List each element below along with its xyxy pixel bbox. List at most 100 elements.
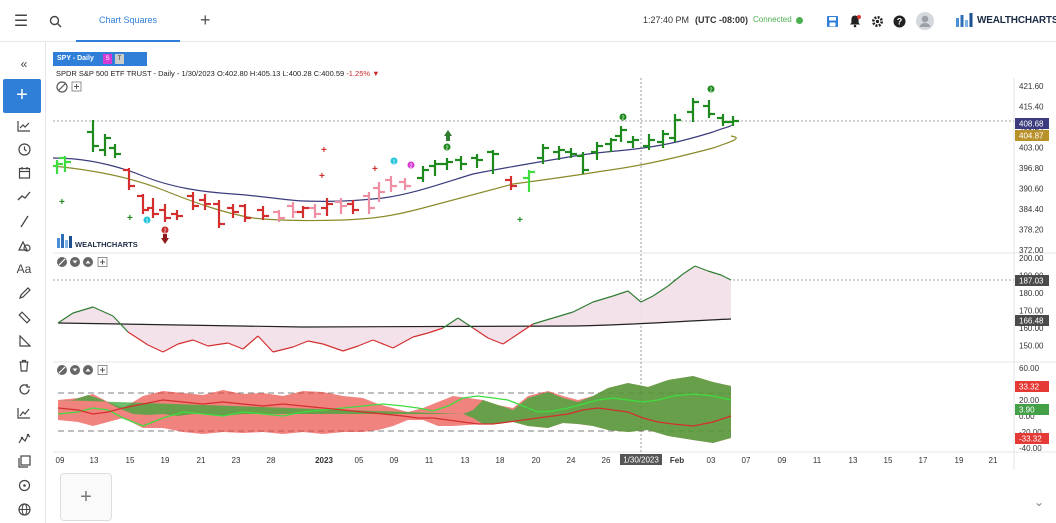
add-tab-button[interactable]: + xyxy=(200,10,211,30)
calendar-icon[interactable] xyxy=(14,163,34,181)
add-indicator-button[interactable]: + xyxy=(3,79,41,113)
chart-type-icon[interactable] xyxy=(14,117,34,135)
pane3-controls[interactable] xyxy=(57,365,108,375)
text-tool-icon[interactable]: Aa xyxy=(16,262,32,276)
refresh-icon[interactable] xyxy=(14,380,34,398)
indicator-icon[interactable] xyxy=(14,404,34,422)
oscillator-segment xyxy=(72,306,94,314)
oscillator-segment xyxy=(227,342,244,350)
date-tick-label: 19 xyxy=(955,456,964,465)
price-tick-label: 390.60 xyxy=(1019,185,1044,194)
oscillator-segment xyxy=(682,265,696,275)
svg-text:2: 2 xyxy=(445,146,448,152)
date-tick-label: Feb xyxy=(670,456,684,465)
band-tick-label: 0.00 xyxy=(1019,412,1035,421)
pane2-controls[interactable] xyxy=(57,257,108,267)
svg-text:+: + xyxy=(59,197,65,208)
band-axis[interactable]: 60.0040.0020.000.00-20.00-40.0033.323.90… xyxy=(1015,364,1049,453)
measure-icon[interactable] xyxy=(14,332,34,350)
date-crosshair-tag xyxy=(620,454,662,465)
globe-icon[interactable] xyxy=(14,500,34,518)
brand-logo-icon xyxy=(956,13,973,27)
date-tick-label: 09 xyxy=(778,456,787,465)
symbol-name: SPDR S&P 500 ETF TRUST xyxy=(56,69,152,78)
timezone-selector[interactable]: (UTC -08:00) xyxy=(695,15,749,25)
date-tick-label: 2023 xyxy=(315,456,333,465)
oscillator-label-value: 187.03 xyxy=(1019,277,1044,286)
help-icon[interactable]: ? xyxy=(890,12,908,30)
collapse-sidebar-icon[interactable]: « xyxy=(20,57,28,71)
ohlc-legend: SPDR S&P 500 ETF TRUST - Daily - 1/30/20… xyxy=(56,69,380,78)
date-tick-label: 17 xyxy=(919,456,928,465)
price-tick-label: 403.00 xyxy=(1019,144,1044,153)
price-label-value: 404.87 xyxy=(1019,132,1044,141)
oscillator-segment xyxy=(392,336,414,349)
band-red-fill xyxy=(58,376,731,443)
symbol-tag[interactable]: SPY - Daily xyxy=(53,52,147,66)
ruler-icon[interactable] xyxy=(14,308,34,326)
chevron-down-icon[interactable]: ⌄ xyxy=(1034,495,1045,509)
search-icon[interactable] xyxy=(46,12,64,30)
band-label-tag xyxy=(1015,433,1049,444)
date-tick-label: 18 xyxy=(496,456,505,465)
band-tick-label: -20.00 xyxy=(1019,428,1042,437)
drawing-toolbar: « + Aa xyxy=(0,42,46,523)
clock-icon[interactable] xyxy=(14,140,34,158)
menu-icon[interactable]: ☰ xyxy=(13,13,29,30)
band-label-value: 3.90 xyxy=(1019,406,1035,415)
connection-status: Connected xyxy=(753,15,792,24)
oscillator-segment xyxy=(177,339,194,345)
date-tick-label: 21 xyxy=(989,456,998,465)
price-chart-area[interactable]: WEALTHCHARTS + + + + + + 1 1 2 2 xyxy=(53,78,1056,470)
fast-moving-average-line xyxy=(53,124,732,202)
signal-markers: + + + + + + 1 1 2 2 2 2 2 xyxy=(59,85,715,244)
price-axis[interactable]: 421.60415.40409.24403.00396.80390.60384.… xyxy=(1015,82,1049,255)
user-avatar-icon[interactable] xyxy=(914,10,936,32)
band-label-tag xyxy=(1015,404,1049,415)
date-tick-label: 09 xyxy=(56,456,65,465)
oscillator-segment xyxy=(720,274,732,281)
oscillator-segment xyxy=(572,301,594,313)
oscillator-segment xyxy=(307,340,324,345)
symbol-badge-s[interactable]: S xyxy=(103,54,112,64)
oscillator-segment xyxy=(412,332,429,338)
tab-chart-squares[interactable]: Chart Squares xyxy=(76,0,180,42)
price-tick-label: 378.20 xyxy=(1019,226,1044,235)
symbol-badge-t[interactable]: T xyxy=(115,54,124,64)
pane1-controls[interactable] xyxy=(56,81,82,93)
settings-gear-icon[interactable] xyxy=(868,12,886,30)
line-tool-icon[interactable] xyxy=(14,212,34,230)
layout-icon[interactable] xyxy=(14,452,34,470)
pencil-icon[interactable] xyxy=(14,284,34,302)
change-value: -1.25% xyxy=(346,69,371,78)
date-crosshair-label: 1/30/2023 xyxy=(623,456,659,465)
crosshair-icon[interactable] xyxy=(14,476,34,494)
date-tick-label: 11 xyxy=(813,456,822,465)
oscillator-tick-label: 170.00 xyxy=(1019,307,1044,316)
price-tick-label: 372.00 xyxy=(1019,246,1044,255)
alert-bell-icon[interactable] xyxy=(846,12,864,30)
shapes-icon[interactable] xyxy=(14,236,34,254)
date-tick-label: 05 xyxy=(355,456,364,465)
open-value: O:402.80 xyxy=(216,69,248,78)
date-axis[interactable]: 09 13 15 19 21 23 28 2023 05 09 11 13 18 20 24 26 1/30/2… xyxy=(56,454,998,465)
oscillator-segment xyxy=(707,270,722,276)
svg-text:+: + xyxy=(372,164,378,175)
oscillator-segment xyxy=(342,345,359,352)
oscillator-segment xyxy=(502,333,519,345)
top-bar: ☰ Chart Squares + 1:27:40 PM (UTC -08:00… xyxy=(0,0,1056,42)
add-chart-button[interactable]: + xyxy=(60,473,112,521)
trash-icon[interactable] xyxy=(14,356,34,374)
oscillator-axis[interactable]: 200.00190.00180.00170.00160.00150.00187.… xyxy=(1015,254,1049,351)
oscillator-segment xyxy=(612,290,629,297)
save-icon[interactable] xyxy=(823,12,841,30)
trend-icon[interactable] xyxy=(14,187,34,205)
slow-moving-average-line xyxy=(53,135,737,222)
oscillator-segment xyxy=(627,290,642,303)
date-tick-label: 23 xyxy=(232,456,241,465)
pattern-icon[interactable] xyxy=(14,428,34,446)
date-tick-label: 19 xyxy=(161,456,170,465)
oscillator-tick-label: 150.00 xyxy=(1019,342,1044,351)
oscillator-tick-label: 160.00 xyxy=(1019,324,1044,333)
band-label-tag xyxy=(1015,381,1049,392)
